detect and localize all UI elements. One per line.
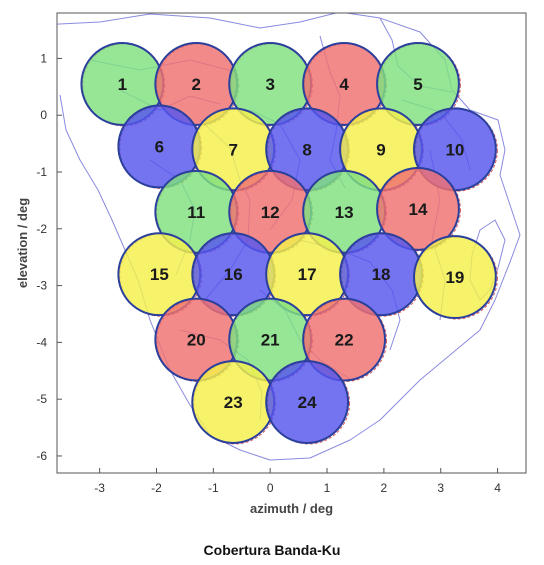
beam-label: 15 xyxy=(150,265,169,284)
beam-label: 24 xyxy=(298,393,317,412)
x-tick-label: 4 xyxy=(494,481,501,495)
y-axis-label: elevation / deg xyxy=(15,198,30,288)
beam-label: 16 xyxy=(224,265,243,284)
beam-circle xyxy=(376,166,460,251)
beam-4: 4 xyxy=(302,42,388,127)
y-tick-label: -1 xyxy=(36,165,47,179)
y-tick-label: -2 xyxy=(36,222,47,236)
beam-label: 5 xyxy=(413,75,422,94)
x-tick-label: -1 xyxy=(208,481,219,495)
beam-13: 13 xyxy=(302,169,388,255)
beam-label: 6 xyxy=(155,137,164,156)
beam-label: 21 xyxy=(261,331,280,350)
beam-16: 16 xyxy=(191,232,277,317)
x-tick-label: 1 xyxy=(324,481,331,495)
beam-label: 13 xyxy=(335,203,354,222)
plot-frame xyxy=(56,12,527,474)
x-tick-label: 2 xyxy=(381,481,388,495)
beam-label: 22 xyxy=(335,331,354,350)
axis-ticks: -3 -2 -1 0 1 2 3 410-1-2-3-4-5-6 xyxy=(36,51,501,495)
beam-18: 18 xyxy=(339,232,424,317)
beam-14: 14 xyxy=(376,166,461,252)
beam-22: 22 xyxy=(302,297,388,382)
beam-label: 2 xyxy=(192,75,201,94)
beam-2: 2 xyxy=(154,42,240,127)
beam-circle xyxy=(413,235,497,320)
y-tick-label: -3 xyxy=(36,279,47,293)
chart-caption: Cobertura Banda-Ku xyxy=(203,542,341,558)
beam-label: 10 xyxy=(445,140,464,159)
beam-label: 14 xyxy=(409,200,428,219)
beam-label: 1 xyxy=(118,75,127,94)
x-tick-label: 3 xyxy=(437,481,444,495)
beam-label: 3 xyxy=(265,75,274,94)
beam-circle xyxy=(376,42,460,126)
beam-circle xyxy=(302,297,387,382)
x-tick-label: -2 xyxy=(151,481,162,495)
beam-label: 23 xyxy=(224,393,243,412)
beam-1: 1 xyxy=(80,42,166,127)
beam-circle xyxy=(265,360,350,444)
y-tick-label: -5 xyxy=(36,392,47,406)
beam-label: 7 xyxy=(228,140,237,159)
beam-label: 18 xyxy=(372,265,391,284)
beam-label: 11 xyxy=(187,203,205,222)
beam-label: 9 xyxy=(376,140,385,159)
x-tick-label: 0 xyxy=(267,481,274,495)
beam-5: 5 xyxy=(376,42,461,127)
beam-label: 19 xyxy=(445,268,464,287)
x-axis-label: azimuth / deg xyxy=(250,501,333,516)
beam-15: 15 xyxy=(117,232,203,317)
x-tick-label: -3 xyxy=(94,481,105,495)
beam-label: 20 xyxy=(187,331,206,350)
y-tick-label: -4 xyxy=(36,335,47,349)
y-tick-label: 1 xyxy=(40,51,47,65)
beam-10: 10 xyxy=(413,107,498,192)
beam-label: 8 xyxy=(302,140,311,159)
beam-24: 24 xyxy=(265,360,351,445)
beam-label: 12 xyxy=(261,203,280,222)
beam-label: 4 xyxy=(339,75,349,94)
beam-19: 19 xyxy=(413,235,498,320)
y-tick-label: -6 xyxy=(36,449,47,463)
beam-label: 17 xyxy=(298,265,317,284)
y-tick-label: 0 xyxy=(40,108,47,122)
